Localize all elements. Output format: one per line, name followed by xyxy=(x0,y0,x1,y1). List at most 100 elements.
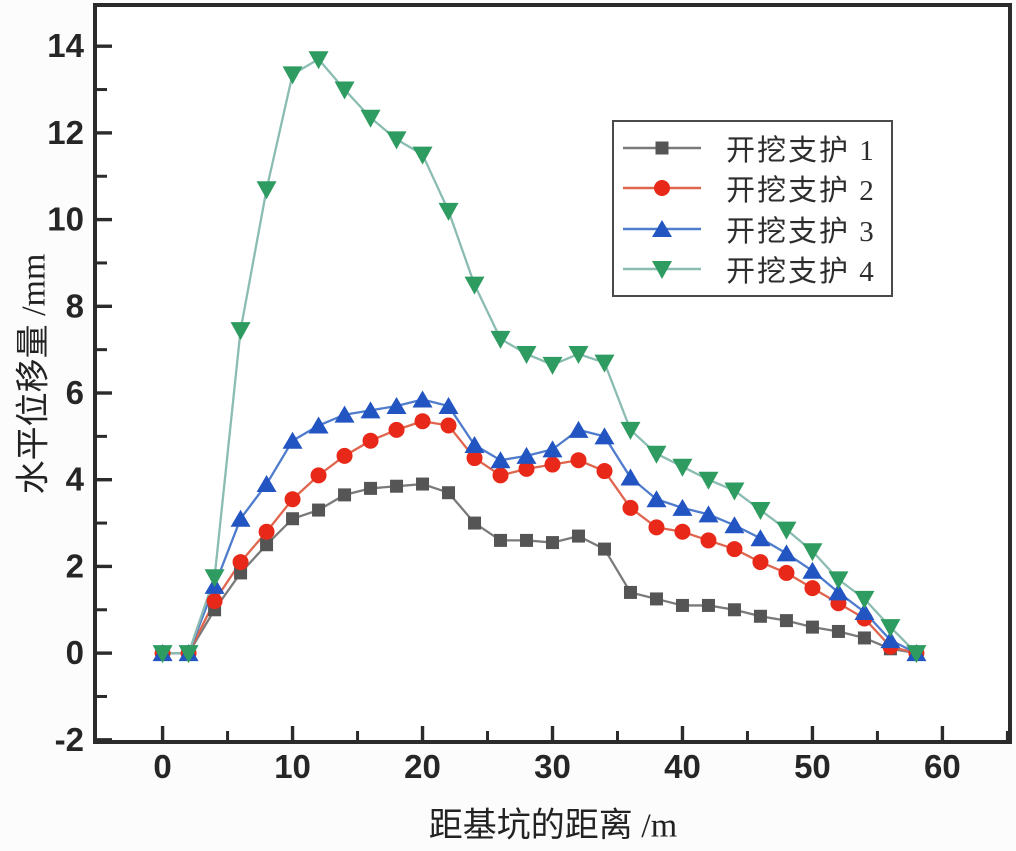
data-point-series3 xyxy=(568,420,589,438)
y-tick-label: 2 xyxy=(66,547,84,584)
data-point-series1 xyxy=(364,481,378,495)
data-point-series2 xyxy=(570,452,587,469)
data-point-series4 xyxy=(438,202,459,221)
x-tick-label: 10 xyxy=(274,748,311,785)
data-point-series3 xyxy=(386,397,407,415)
data-point-series2 xyxy=(258,523,275,540)
data-point-series3 xyxy=(672,498,693,516)
data-point-series1 xyxy=(701,598,715,612)
data-point-series4 xyxy=(204,569,225,588)
data-point-series4 xyxy=(854,590,875,609)
data-point-series3 xyxy=(854,602,875,620)
data-point-series1 xyxy=(442,486,456,500)
data-point-series2 xyxy=(726,541,743,558)
legend-label: 开挖支护 3 xyxy=(726,215,876,248)
data-point-series4 xyxy=(464,276,485,295)
y-tick-label: 0 xyxy=(66,634,84,671)
data-point-series3 xyxy=(776,544,797,562)
data-point-series3 xyxy=(256,475,277,493)
data-point-series1 xyxy=(260,538,274,552)
y-tick-label: 10 xyxy=(47,201,84,238)
data-point-series3 xyxy=(594,427,615,445)
legend-item: 开挖支护 4 xyxy=(620,250,887,288)
x-tick-label: 60 xyxy=(924,748,961,785)
data-point-series2 xyxy=(336,447,353,464)
x-tick-label: 0 xyxy=(153,748,171,785)
data-point-series1 xyxy=(338,488,352,502)
data-point-series4 xyxy=(828,571,849,590)
data-point-series4 xyxy=(880,619,901,638)
data-point-series4 xyxy=(256,181,277,200)
series-line-4 xyxy=(162,57,918,655)
y-axis-title: 水平位移量 /mm xyxy=(15,253,53,495)
data-point-series2 xyxy=(700,532,717,549)
data-point-series2 xyxy=(622,499,639,516)
data-point-series4 xyxy=(516,345,537,364)
legend-label: 开挖支护 2 xyxy=(726,175,876,208)
data-point-series3 xyxy=(698,505,719,523)
data-point-series4 xyxy=(386,131,407,150)
data-point-series1 xyxy=(805,620,819,634)
x-tick-label: 20 xyxy=(404,748,441,785)
legend-label: 开挖支护 4 xyxy=(726,256,876,289)
data-point-series2 xyxy=(804,580,821,597)
data-point-series2 xyxy=(648,519,665,536)
triangle-up-icon xyxy=(652,219,672,237)
legend-marker-icon-series3 xyxy=(623,219,701,237)
data-point-series4 xyxy=(724,482,745,501)
data-point-series1 xyxy=(494,533,508,547)
data-point-series3 xyxy=(802,561,823,579)
data-point-series2 xyxy=(596,463,613,480)
y-tick-label: 6 xyxy=(66,374,84,411)
data-point-series3 xyxy=(282,431,303,449)
data-point-series2 xyxy=(544,456,561,473)
data-point-series3 xyxy=(750,529,771,547)
data-point-series3 xyxy=(334,405,355,423)
data-point-series1 xyxy=(831,624,845,638)
data-point-series4 xyxy=(698,471,719,490)
data-point-series4 xyxy=(620,421,641,440)
data-point-series2 xyxy=(518,460,535,477)
y-tick-label: 12 xyxy=(47,114,84,151)
data-point-series3 xyxy=(542,440,563,458)
x-tick-label: 50 xyxy=(794,748,831,785)
data-point-series2 xyxy=(310,467,327,484)
data-point-series2 xyxy=(284,491,301,508)
data-point-series1 xyxy=(753,609,767,623)
y-tick-label: 4 xyxy=(66,461,85,498)
data-point-series4 xyxy=(230,322,251,341)
legend-marker-icon-series2 xyxy=(623,180,701,197)
data-point-series3 xyxy=(438,397,459,415)
data-point-series4 xyxy=(542,356,563,375)
data-point-series4 xyxy=(360,109,381,128)
x-tick-label: 40 xyxy=(664,748,701,785)
data-point-series3 xyxy=(620,468,641,486)
data-point-series1 xyxy=(649,592,663,606)
data-point-series1 xyxy=(390,479,404,493)
circle-icon xyxy=(654,180,670,197)
data-point-series3 xyxy=(724,516,745,534)
data-point-series2 xyxy=(232,554,249,571)
data-point-series4 xyxy=(152,645,173,664)
data-point-series1 xyxy=(468,516,482,530)
data-point-series1 xyxy=(312,503,326,517)
square-icon xyxy=(655,141,669,155)
legend-item: 开挖支护 3 xyxy=(620,210,887,248)
data-point-series3 xyxy=(360,401,381,419)
data-point-series4 xyxy=(594,354,615,373)
data-point-series3 xyxy=(230,509,251,527)
data-point-series4 xyxy=(282,66,303,85)
data-point-series2 xyxy=(492,467,509,484)
data-point-series4 xyxy=(308,51,329,70)
legend: 开挖支护 1 开挖支护 2 开挖支护 3 开挖支护 4 xyxy=(612,120,893,297)
data-point-series4 xyxy=(178,645,199,664)
data-point-series3 xyxy=(516,446,537,464)
data-point-series3 xyxy=(880,631,901,649)
data-point-series3 xyxy=(308,416,329,434)
legend-label: 开挖支护 1 xyxy=(726,134,876,167)
data-point-series4 xyxy=(490,330,511,349)
legend-item: 开挖支护 1 xyxy=(620,129,887,167)
x-axis-title: 距基坑的距离 /m xyxy=(428,807,678,845)
data-point-series2 xyxy=(778,564,795,581)
